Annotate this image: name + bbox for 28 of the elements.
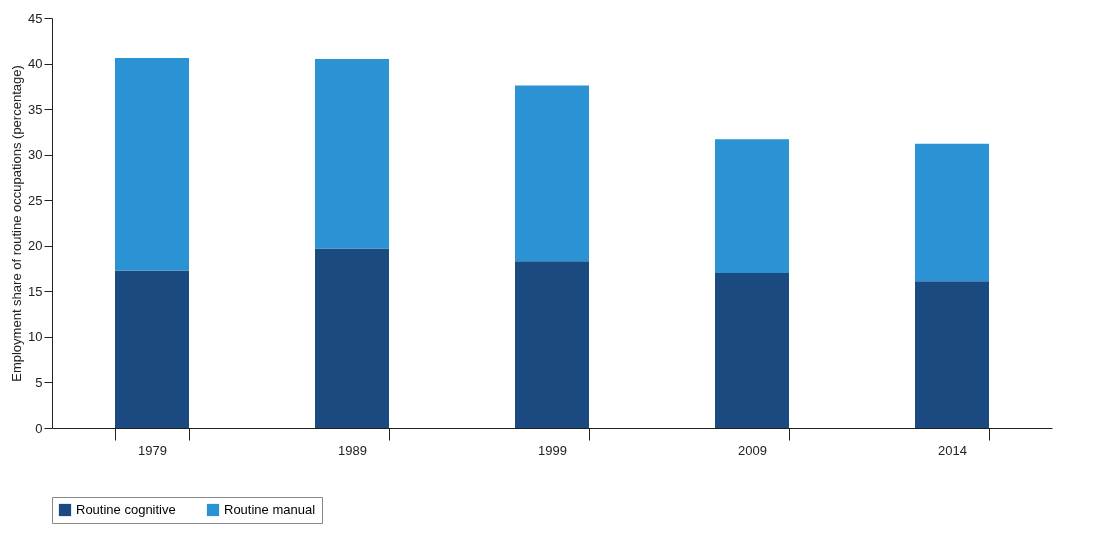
bar [515,85,589,262]
y-axis-title: Employment share of routine occupations (percentage) [9,65,25,382]
bar [115,270,189,428]
x-tick-label: 1999 [538,442,567,458]
y-tick-label: 40 [28,56,43,72]
y-tick-label: 25 [28,192,43,208]
x-tick-label: 2009 [738,442,767,458]
bar [315,59,389,249]
legend-label: Routine cognitive [76,502,176,517]
bar [315,248,389,428]
y-tick-label: 35 [28,101,43,117]
x-tick-label: 1979 [138,442,167,458]
y-tick-label: 30 [28,147,43,163]
y-tick-label: 20 [28,238,43,254]
bar [515,261,589,428]
x-tick-label: 2014 [938,442,967,458]
bar [715,139,789,274]
bar [915,281,989,428]
y-tick-label: 45 [28,10,43,26]
y-tick-label: 0 [35,420,43,436]
y-tick-label: 5 [35,374,43,390]
bar [915,143,989,282]
y-tick-label: 10 [28,329,43,345]
y-tick-label: 15 [28,283,43,299]
bar [115,58,189,271]
x-tick-label: 1989 [338,442,367,458]
legend-label: Routine manual [224,502,316,517]
bar [715,273,789,428]
